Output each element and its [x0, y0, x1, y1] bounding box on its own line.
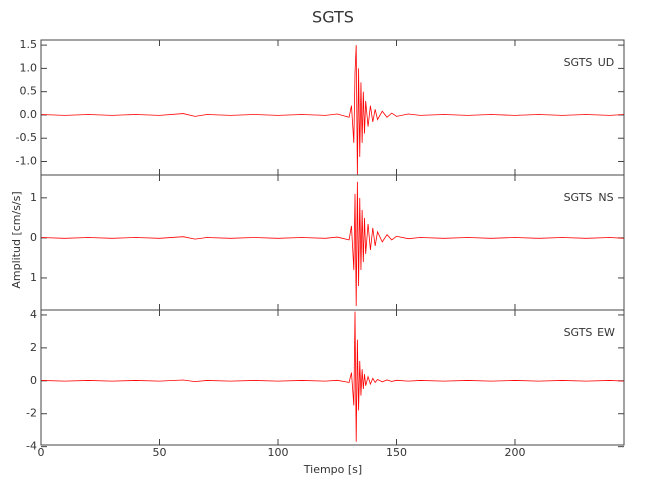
- x-tick-label: 100: [267, 446, 288, 459]
- y-tick-label: -0.5: [16, 131, 37, 144]
- waveform: [40, 181, 625, 306]
- station-label: SGTS: [564, 56, 593, 69]
- y-tick-label: 0: [30, 374, 37, 387]
- y-tick-label: 4: [30, 308, 37, 321]
- component-label: UD: [598, 56, 615, 69]
- y-tick-label: -1.0: [16, 155, 37, 168]
- y-tick-label: 0.0: [20, 108, 38, 121]
- station-label: SGTS: [564, 326, 593, 339]
- y-tick-label: 0.5: [20, 85, 38, 98]
- y-tick-label: 0: [30, 231, 37, 244]
- x-axis-label: Tiempo [s]: [303, 463, 362, 476]
- waveform: [40, 311, 625, 442]
- station-label: SGTS: [564, 191, 593, 204]
- y-tick-label: 1.5: [20, 38, 38, 51]
- y-tick-label: -4: [26, 440, 37, 453]
- y-tick-label: -2: [26, 407, 37, 420]
- y-tick-label: 1: [30, 191, 37, 204]
- y-tick-label: 1: [30, 271, 37, 284]
- x-tick-label: 0: [38, 446, 45, 459]
- waveform: [40, 45, 625, 176]
- component-label: EW: [597, 326, 615, 339]
- component-label: NS: [598, 191, 613, 204]
- x-tick-label: 50: [152, 446, 166, 459]
- x-tick-label: 200: [504, 446, 525, 459]
- chart-title: SGTS: [312, 8, 354, 27]
- x-tick-label: 150: [386, 446, 407, 459]
- panel-frame: [40, 309, 625, 446]
- y-axis-label: Amplitud [cm/s/s]: [10, 191, 23, 288]
- y-tick-label: 2: [30, 341, 37, 354]
- y-tick-label: 1.0: [20, 61, 38, 74]
